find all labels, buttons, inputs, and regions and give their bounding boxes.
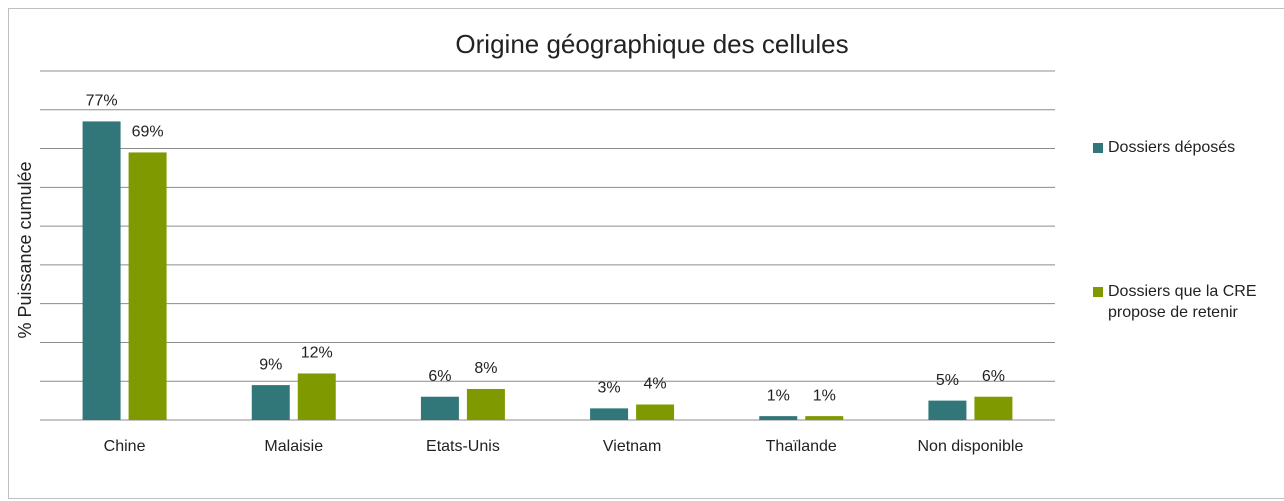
legend-swatch [1093,287,1103,297]
bar [974,396,1013,420]
x-tick-label: Chine [104,438,146,455]
chart-border [8,8,1284,499]
bar [759,416,798,420]
bar [805,416,844,420]
bar [466,388,505,420]
bar [928,400,967,420]
x-tick-label: Non disponible [917,438,1023,455]
data-label: 1% [767,387,790,404]
bar [297,373,336,420]
data-label: 4% [644,376,667,393]
chart-title: Origine géographique des cellules [455,29,848,59]
data-label: 5% [936,372,959,389]
data-label: 6% [982,368,1005,385]
legend-entry: Dossiers que la CRE propose de retenir [1108,283,1257,321]
data-label: 3% [598,380,621,397]
y-axis-label: % Puissance cumulée [15,161,35,338]
data-label: 8% [474,360,497,377]
x-tick-label: Thaïlande [766,438,837,455]
x-tick-label: Malaisie [264,438,323,455]
data-label: 69% [132,124,164,141]
bar [590,408,629,420]
data-label: 12% [301,345,333,362]
bar [82,121,121,421]
x-tick-label: Etats-Unis [426,438,500,455]
data-label: 77% [86,93,118,110]
x-tick-label: Vietnam [603,438,661,455]
data-label: 6% [428,368,451,385]
legend-entry: Dossiers déposés [1108,139,1236,156]
bar [636,404,675,420]
data-label: 9% [259,356,282,373]
legend-label: Dossiers que la CRE propose de retenir [1108,283,1257,321]
data-label: 1% [813,387,836,404]
legend-label: Dossiers déposés [1108,139,1236,156]
bar [420,396,459,420]
bar [128,152,167,420]
bar [251,385,290,420]
legend-swatch [1093,143,1103,153]
